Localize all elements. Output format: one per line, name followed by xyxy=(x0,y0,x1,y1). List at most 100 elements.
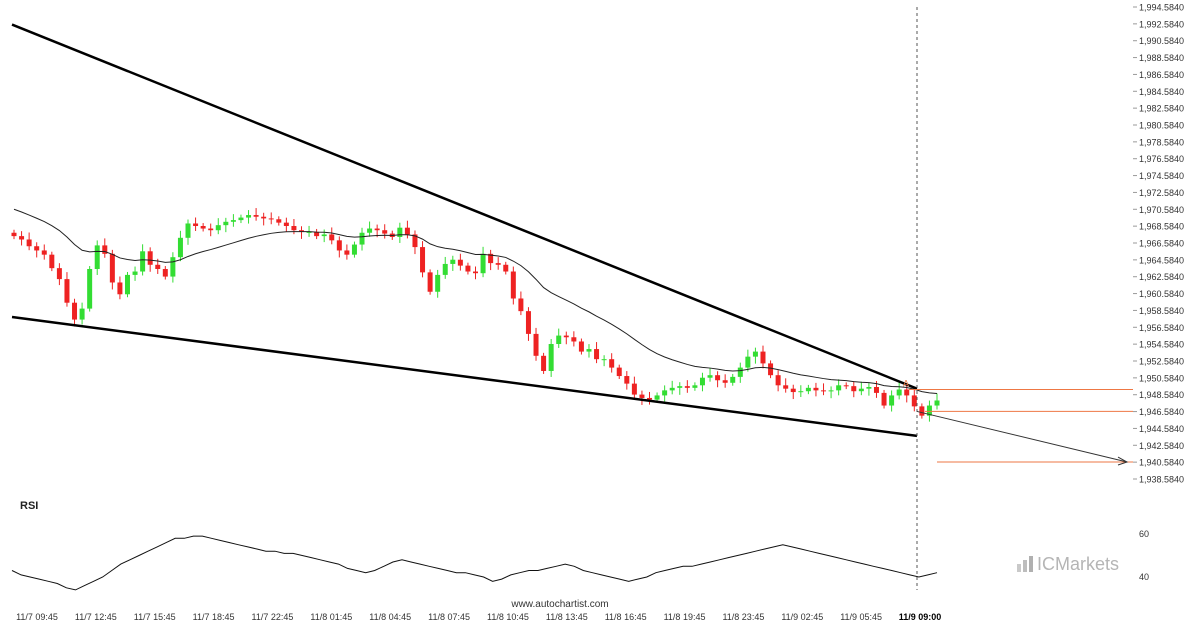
overlay-layer: A xyxy=(11,7,1133,590)
candle-body xyxy=(783,385,789,389)
candle-body xyxy=(140,251,146,272)
price-tick-label: 1,972.5840 xyxy=(1139,188,1184,198)
time-tick-label: 11/8 23:45 xyxy=(722,612,764,622)
candle-body xyxy=(601,359,607,361)
candle-body xyxy=(117,282,123,295)
price-tick-label: 1,988.5840 xyxy=(1139,53,1184,63)
price-tick-label: 1,954.5840 xyxy=(1139,340,1184,350)
wedge-lower-line xyxy=(11,315,918,438)
candle-body xyxy=(215,225,221,231)
price-tick-label: 1,984.5840 xyxy=(1139,87,1184,97)
candle-body xyxy=(768,363,774,376)
candle-body xyxy=(541,355,547,371)
candle-body xyxy=(26,239,32,247)
candle-body xyxy=(79,308,85,320)
candle-body xyxy=(624,376,630,384)
candle-body xyxy=(737,367,743,377)
candle-body xyxy=(109,253,115,283)
candle-body xyxy=(828,390,834,392)
candle-body xyxy=(329,234,335,241)
candle-body xyxy=(367,228,373,233)
candle-body xyxy=(200,226,206,229)
price-tick-label: 1,950.5840 xyxy=(1139,373,1184,383)
candle-body xyxy=(904,389,910,396)
candle-body xyxy=(518,298,524,312)
candle-body xyxy=(684,386,690,388)
candle-body xyxy=(480,253,486,274)
price-axis: 1,994.5840 1,992.5840 1,990.5840 1,988.5840… xyxy=(1133,3,1184,485)
candle-body xyxy=(230,220,236,222)
time-tick-label: 11/7 22:45 xyxy=(252,612,294,622)
rsi-title: RSI xyxy=(20,500,38,512)
projection-arrow-head xyxy=(1117,456,1129,466)
candle-body xyxy=(473,271,478,274)
price-tick-label: 1,992.5840 xyxy=(1139,19,1184,29)
price-tick-label: 1,960.5840 xyxy=(1139,289,1184,299)
candle-body xyxy=(177,237,183,258)
price-tick-label: 1,940.5840 xyxy=(1139,458,1184,468)
watermark-bar-3 xyxy=(1029,556,1033,572)
price-tick-label: 1,958.5840 xyxy=(1139,306,1184,316)
pattern-marker: A xyxy=(903,379,909,389)
candle-body xyxy=(858,388,864,392)
candle-body xyxy=(548,344,554,371)
candle-body xyxy=(306,231,312,233)
time-axis: 11/7 09:45 11/7 12:45 11/7 15:45 11/7 18:45… xyxy=(16,612,941,622)
candles-layer xyxy=(11,208,940,422)
candle-body xyxy=(730,376,736,383)
time-tick-label: 11/7 12:45 xyxy=(75,612,117,622)
candle-body xyxy=(64,279,70,303)
candle-body xyxy=(298,230,304,232)
price-tick-label: 1,974.5840 xyxy=(1139,171,1184,181)
price-tick-label: 1,990.5840 xyxy=(1139,36,1184,46)
time-tick-label: 11/8 01:45 xyxy=(310,612,352,622)
candle-body xyxy=(790,388,796,393)
candle-body xyxy=(359,232,365,245)
candle-body xyxy=(873,386,879,393)
candle-body xyxy=(253,215,259,217)
candle-body xyxy=(586,349,592,352)
candle-body xyxy=(760,351,766,364)
candle-body xyxy=(813,387,819,391)
time-tick-label: 11/7 09:45 xyxy=(16,612,58,622)
price-tick-label: 1,956.5840 xyxy=(1139,323,1184,333)
price-tick-label: 1,952.5840 xyxy=(1139,357,1184,367)
watermark-bar-1 xyxy=(1017,564,1021,572)
candle-body xyxy=(162,268,168,277)
candle-body xyxy=(336,240,342,251)
price-tick-label: 1,970.5840 xyxy=(1139,205,1184,215)
candle-body xyxy=(571,337,577,342)
time-tick-label: 11/9 02:45 xyxy=(781,612,823,622)
candle-body xyxy=(442,263,448,275)
candle-body xyxy=(87,268,93,309)
candle-body xyxy=(556,335,562,345)
time-tick-label: 11/7 15:45 xyxy=(134,612,176,622)
candle-body xyxy=(821,390,827,392)
candle-body xyxy=(631,383,637,395)
time-tick-label: 11/9 09:00 xyxy=(899,612,942,622)
candle-body xyxy=(662,390,668,396)
candle-body xyxy=(404,227,410,235)
candle-body xyxy=(934,400,940,406)
rsi-tick-label: 60 xyxy=(1139,529,1149,539)
price-tick-label: 1,980.5840 xyxy=(1139,121,1184,131)
candle-body xyxy=(647,397,653,400)
candle-body xyxy=(896,389,902,396)
wedge-upper-line xyxy=(11,23,918,390)
price-tick-label: 1,982.5840 xyxy=(1139,104,1184,114)
price-tick-label: 1,978.5840 xyxy=(1139,137,1184,147)
watermark-bar-2 xyxy=(1023,560,1027,572)
candle-body xyxy=(41,250,47,255)
candle-body xyxy=(56,268,62,280)
candle-body xyxy=(919,406,925,416)
candle-body xyxy=(722,380,728,383)
candle-body xyxy=(836,385,842,391)
candle-body xyxy=(752,351,758,357)
candle-body xyxy=(563,335,569,338)
price-tick-label: 1,976.5840 xyxy=(1139,154,1184,164)
candle-body xyxy=(866,386,872,389)
candle-body xyxy=(268,218,274,220)
time-tick-label: 11/7 18:45 xyxy=(193,612,235,622)
